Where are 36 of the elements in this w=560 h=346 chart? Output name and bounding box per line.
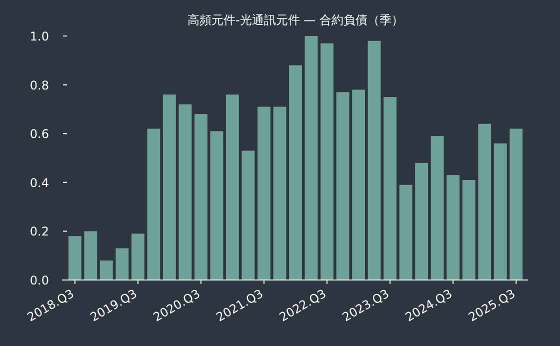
bar — [384, 97, 397, 280]
y-tick-label: 0.4 — [30, 176, 49, 190]
bar — [100, 260, 113, 280]
bar — [430, 136, 444, 280]
bar — [478, 124, 492, 280]
bar — [84, 231, 98, 280]
bar — [304, 36, 318, 280]
y-tick-label: 0.6 — [30, 127, 49, 142]
bar — [242, 150, 255, 280]
y-tick-label: 0.8 — [30, 78, 49, 92]
bar — [258, 106, 270, 280]
bar — [147, 128, 160, 280]
bar — [336, 92, 350, 280]
bar — [494, 143, 507, 280]
bar — [289, 65, 302, 280]
bar — [210, 131, 224, 280]
bar — [510, 128, 523, 280]
bar — [273, 106, 286, 280]
y-tick-label: 0.2 — [30, 224, 49, 239]
bar — [226, 94, 239, 280]
y-tick-label: 1.0 — [30, 30, 49, 44]
bar — [415, 162, 428, 280]
bar — [68, 236, 82, 280]
y-tick-label: 0.0 — [30, 274, 49, 288]
bar — [462, 180, 476, 280]
bar — [162, 94, 176, 280]
chart-title: 高頻元件-光通訊元件 — 合約負債（季） — [188, 13, 404, 27]
bar — [194, 114, 208, 280]
bar — [178, 104, 192, 280]
bar — [446, 175, 460, 280]
bar — [116, 248, 129, 280]
bar — [320, 43, 334, 280]
bar — [368, 40, 381, 280]
bar — [131, 234, 144, 280]
bar — [399, 184, 412, 280]
bar — [352, 90, 365, 280]
